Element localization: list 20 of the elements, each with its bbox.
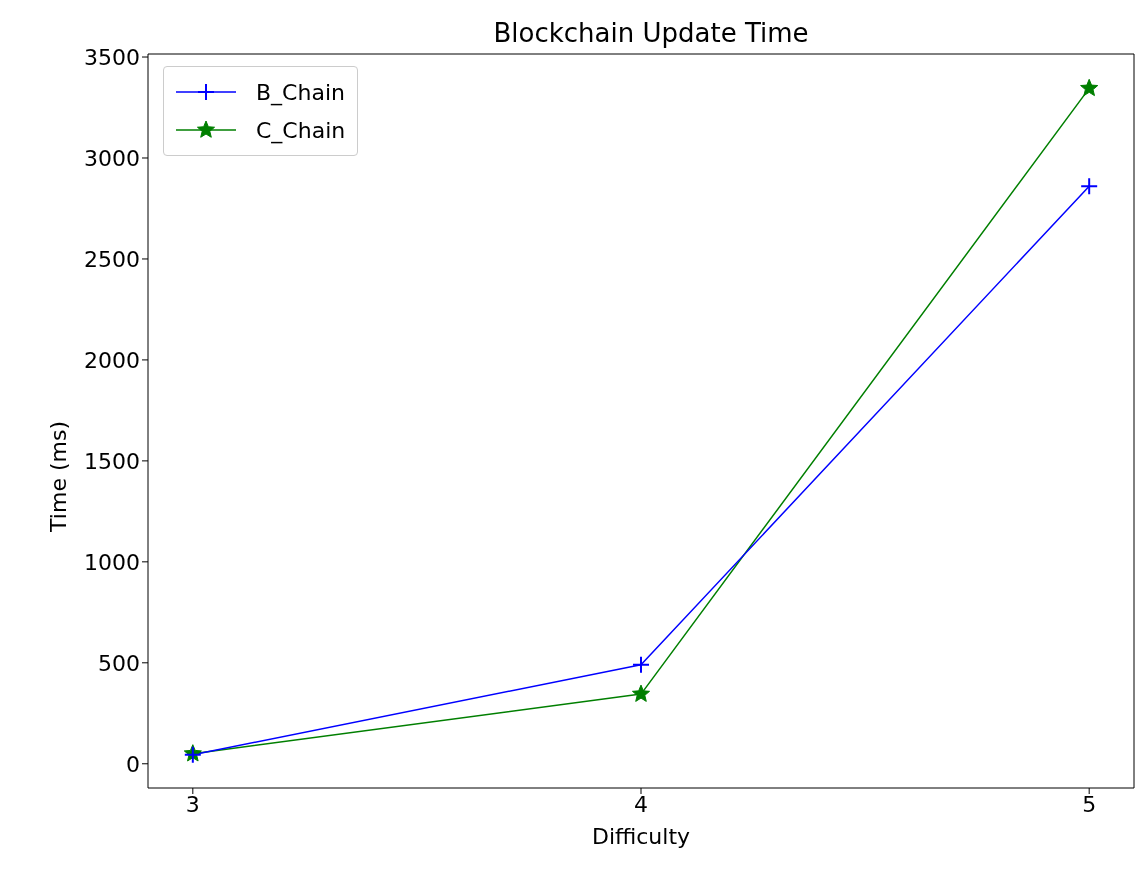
y-tick-label: 3000 [84,145,140,171]
x-axis-title: Difficulty [591,823,691,849]
x-tick-label: 3 [185,791,200,817]
legend-label: B_Chain [256,79,345,105]
x-tick-label: 5 [1082,791,1097,817]
point [1080,177,1099,196]
y-tick-label: 2000 [84,347,140,373]
y-tick-label: 3500 [84,44,140,70]
legend-label: C_Chain [256,117,346,143]
y-tick-label: 1000 [84,549,140,575]
chart-title: Blockchain Update Time [493,18,809,48]
point [632,655,650,674]
y-tick-label: 0 [126,751,140,777]
x-tick-label: 4 [634,791,648,817]
point [631,684,651,702]
y-tick-label: 2500 [84,246,140,272]
y-axis-title: Time (ms) [45,421,71,533]
point [1080,78,1099,97]
y-tick-label: 1500 [84,448,140,474]
y-tick-label: 500 [98,650,140,676]
